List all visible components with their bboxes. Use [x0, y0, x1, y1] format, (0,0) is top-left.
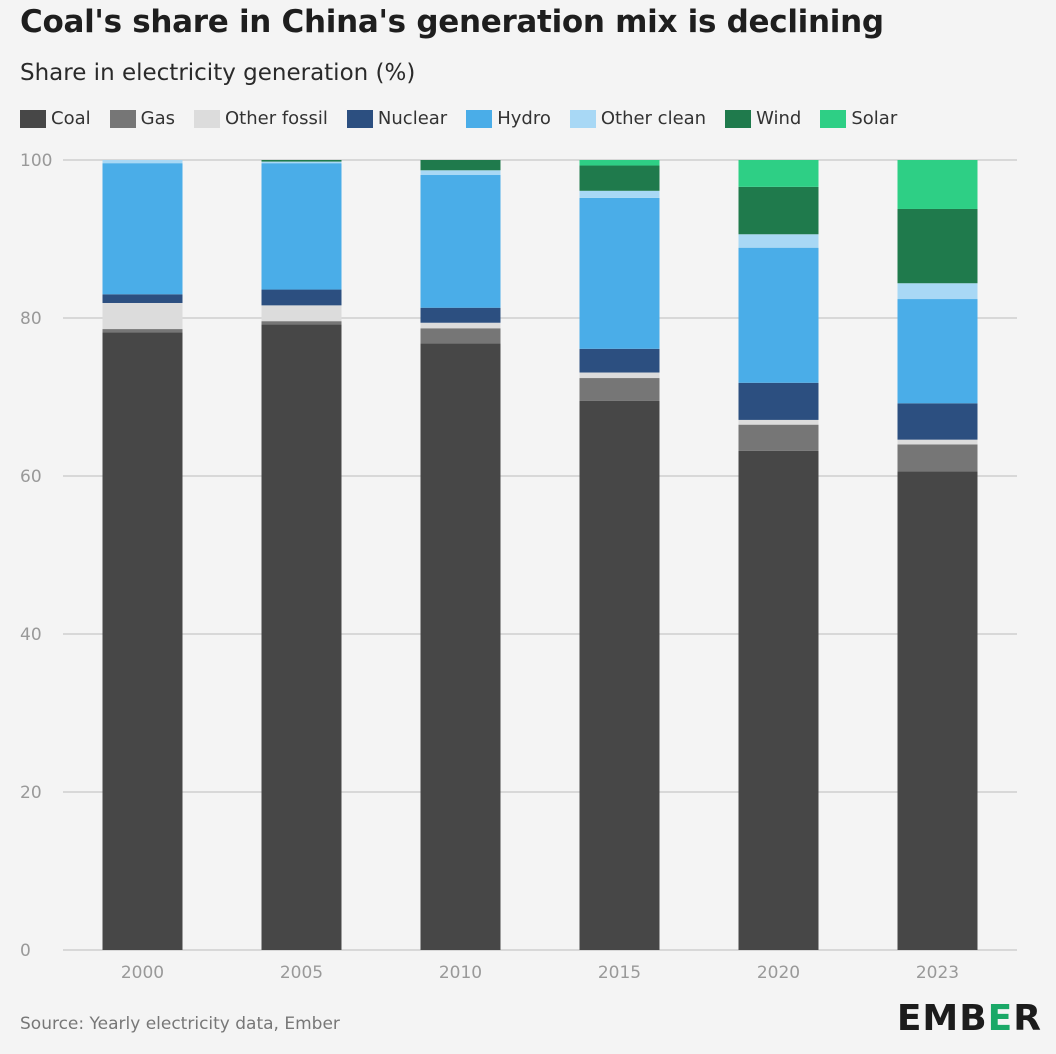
bar-segment-coal-2005 [261, 324, 342, 950]
legend-swatch [820, 109, 847, 128]
bar-segment-coal-2023 [897, 471, 978, 950]
legend-item-hydro: Hydro [466, 108, 551, 129]
bar-segment-wind-2023 [897, 208, 978, 284]
legend-swatch [109, 109, 136, 128]
y-tick-label: 0 [20, 941, 31, 961]
bar-segment-gas-2000 [102, 329, 183, 333]
bar-segment-other-clean-2023 [897, 283, 978, 300]
logo-wordmark: EMBER [896, 997, 1042, 1039]
bar-segment-other-fossil-2015 [579, 372, 660, 379]
bar-segment-other-clean-2010 [420, 170, 501, 176]
legend-swatch [193, 109, 220, 128]
x-tick-label: 2005 [280, 963, 323, 983]
bar-segment-hydro-2015 [579, 197, 660, 349]
legend-label: Wind [756, 108, 802, 129]
legend-label: Other fossil [224, 108, 328, 129]
bar-segment-nuclear-2015 [579, 348, 660, 373]
bar-segment-hydro-2010 [420, 175, 501, 308]
legend-label: Hydro [497, 108, 551, 129]
y-tick-label: 40 [20, 625, 42, 645]
legend-label: Nuclear [377, 108, 448, 129]
y-tick-label: 20 [20, 783, 42, 803]
legend-item-nuclear: Nuclear [346, 108, 448, 129]
y-tick-label: 100 [20, 151, 52, 171]
x-tick-label: 2023 [916, 963, 959, 983]
x-tick-label: 2015 [598, 963, 641, 983]
bar-segment-nuclear-2005 [261, 289, 342, 306]
legend-swatch [20, 109, 46, 128]
legend-swatch [569, 109, 596, 128]
bar-segment-solar-2015 [579, 160, 660, 166]
bar-segment-other-fossil-2023 [897, 439, 978, 445]
source-note: Source: Yearly electricity data, Ember [20, 1014, 340, 1034]
x-tick-label: 2000 [121, 963, 164, 983]
bar-segment-other-fossil-2005 [261, 305, 342, 322]
legend-item-wind: Wind [725, 108, 801, 129]
bar-segment-other-fossil-2000 [102, 302, 183, 330]
bar-segment-wind-2020 [738, 186, 819, 235]
bar-segment-nuclear-2023 [897, 403, 978, 440]
bar-segment-gas-2010 [420, 328, 501, 344]
bar-segment-gas-2005 [261, 321, 342, 325]
bar-segment-nuclear-2010 [420, 307, 501, 323]
y-tick-label: 80 [20, 309, 42, 329]
chart-legend: Coal Gas Other fossil Nuclear Hydro Other cle… [20, 108, 916, 129]
x-tick-label: 2020 [757, 963, 800, 983]
bar-segment-hydro-2023 [897, 299, 978, 404]
legend-item-gas: Gas [109, 108, 175, 129]
bar-segment-solar-2020 [738, 160, 819, 187]
bar-segment-gas-2023 [897, 444, 978, 472]
legend-item-other-clean: Other clean [569, 108, 707, 129]
stacked-bar-chart: 0 20 40 60 80 100 2000 2005 2010 2015 2020 2023 [20, 151, 1017, 983]
bar-segment-other-clean-2005 [261, 161, 342, 164]
ember-logo: EMBER [896, 997, 1042, 1039]
legend-label: Gas [140, 108, 175, 129]
bar-segment-other-fossil-2020 [738, 419, 819, 425]
bar-segment-other-clean-2000 [102, 160, 183, 164]
bar-segment-gas-2015 [579, 378, 660, 401]
legend-item-solar: Solar [820, 108, 897, 129]
bar-segment-other-fossil-2010 [420, 322, 501, 329]
legend-swatch [346, 109, 373, 128]
bar-segment-gas-2020 [738, 424, 819, 451]
bar-segment-hydro-2020 [738, 247, 819, 383]
bar-segment-coal-2020 [738, 450, 819, 950]
bar-segment-nuclear-2000 [102, 294, 183, 303]
legend-swatch [466, 109, 493, 128]
legend-swatch [725, 109, 752, 128]
bar-segment-wind-2010 [420, 160, 501, 171]
legend-label: Coal [51, 108, 91, 129]
bar-segment-nuclear-2020 [738, 382, 819, 420]
legend-item-other-fossil: Other fossil [193, 108, 328, 129]
bar-segment-hydro-2000 [102, 163, 183, 295]
bar-segment-hydro-2005 [261, 163, 342, 290]
chart-subtitle: Share in electricity generation (%) [20, 60, 416, 86]
bar-segment-other-clean-2015 [579, 190, 660, 198]
bar-segment-coal-2000 [102, 332, 183, 951]
bar-segment-wind-2005 [261, 160, 342, 162]
bar-segment-other-clean-2020 [738, 234, 819, 248]
logo-accent-letter: E [987, 997, 1014, 1039]
bar-segment-coal-2010 [420, 343, 501, 950]
y-tick-label: 60 [20, 467, 42, 487]
legend-label: Other clean [600, 108, 707, 129]
x-tick-label: 2010 [439, 963, 482, 983]
legend-label: Solar [851, 108, 898, 129]
chart-title: Coal's share in China's generation mix i… [20, 4, 884, 40]
legend-item-coal: Coal [20, 108, 91, 129]
bar-segment-solar-2023 [897, 160, 978, 209]
bar-segment-wind-2015 [579, 165, 660, 191]
bar-segment-coal-2015 [579, 400, 660, 950]
